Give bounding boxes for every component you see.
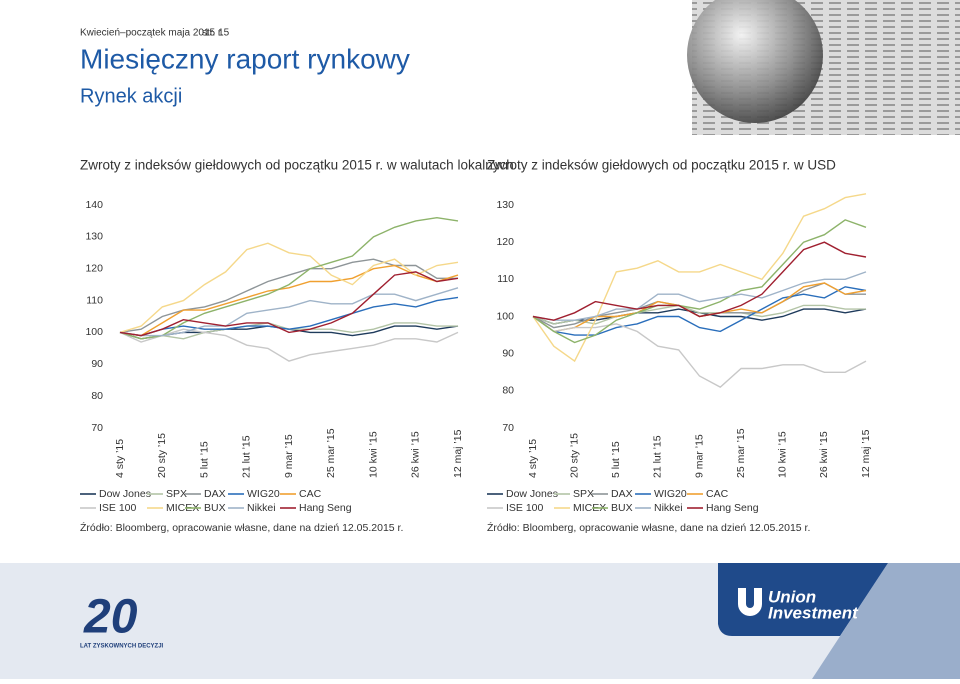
legend-label: WIG20	[654, 488, 687, 500]
x-tick-label: 10 kwi ’15	[777, 431, 789, 478]
legend-label: Dow Jones	[99, 488, 151, 500]
y-tick-label: 90	[91, 358, 103, 370]
series-line	[532, 304, 866, 325]
brand-line1: Union	[768, 587, 816, 606]
chart-title: Zwroty z indeksów giełdowych od początku…	[487, 158, 836, 173]
x-tick-label: 4 sty ’15	[114, 439, 126, 478]
y-tick-label: 100	[496, 310, 514, 322]
legend-label: Nikkei	[654, 502, 683, 514]
anniversary-number: 20	[83, 591, 138, 644]
y-tick-label: 100	[85, 326, 103, 338]
header-page: str. 15	[202, 28, 230, 39]
series-line	[119, 271, 459, 337]
y-tick-label: 90	[502, 347, 514, 359]
series-line	[532, 271, 867, 321]
y-tick-label: 80	[502, 385, 514, 397]
x-tick-label: 12 maj ’15	[860, 429, 872, 478]
series-line	[532, 241, 867, 321]
y-tick-label: 130	[496, 199, 514, 211]
legend-label: Nikkei	[247, 502, 276, 514]
series-line	[119, 216, 459, 340]
legend-label: BUX	[204, 502, 226, 514]
x-tick-label: 5 lut ’15	[198, 441, 210, 478]
footer-shape	[812, 563, 960, 679]
x-tick-label: 9 mar ’15	[283, 434, 295, 478]
x-tick-label: 20 sty ’15	[568, 433, 580, 478]
x-tick-label: 25 mar ’15	[325, 428, 337, 478]
series-line	[119, 258, 458, 334]
legend-label: Hang Seng	[299, 502, 352, 514]
y-tick-label: 140	[85, 199, 103, 211]
anniversary-tagline: LAT ZYSKOWNYCH DECYZJI	[80, 644, 164, 650]
crystal-ball	[687, 0, 823, 123]
y-tick-label: 120	[85, 262, 103, 274]
legend-label: CAC	[706, 488, 729, 500]
x-tick-label: 21 lut ’15	[652, 435, 664, 478]
legend-label: MICEX	[573, 502, 606, 514]
x-tick-label: 20 sty ’15	[156, 433, 168, 478]
series-line	[119, 264, 459, 337]
x-tick-label: 12 maj ’15	[452, 429, 464, 478]
legend-label: BUX	[611, 502, 633, 514]
x-tick-label: 21 lut ’15	[241, 435, 253, 478]
series-line	[532, 219, 867, 344]
logo-box	[718, 563, 888, 636]
x-tick-label: 26 kwi ’15	[818, 431, 830, 478]
page-title: Miesięczny raport rynkowy	[80, 43, 410, 74]
y-tick-label: 110	[497, 273, 514, 285]
y-tick-label: 120	[496, 236, 514, 248]
header-date: Kwiecień–początek maja 2015 r.	[80, 28, 223, 39]
x-tick-label: 9 mar ’15	[693, 434, 705, 478]
series-line	[119, 287, 459, 337]
legend-label: Hang Seng	[706, 502, 759, 514]
x-tick-label: 4 sty ’15	[527, 439, 539, 478]
page-subtitle: Rynek akcji	[80, 85, 182, 107]
y-tick-label: 80	[91, 390, 103, 402]
y-tick-label: 70	[91, 422, 103, 434]
legend-label: WIG20	[247, 488, 280, 500]
legend-label: MICEX	[166, 502, 199, 514]
legend-label: SPX	[573, 488, 594, 500]
series-line	[532, 282, 867, 333]
x-tick-label: 26 kwi ’15	[410, 431, 422, 478]
y-tick-label: 110	[86, 294, 103, 306]
legend-label: Dow Jones	[506, 488, 558, 500]
chart-source: Źródło: Bloomberg, opracowanie własne, d…	[80, 521, 403, 534]
brand-line2: Investment	[768, 603, 859, 622]
chart-title: Zwroty z indeksów giełdowych od początku…	[80, 158, 514, 173]
y-tick-label: 130	[85, 231, 103, 243]
legend-label: ISE 100	[99, 502, 137, 514]
chart-source: Źródło: Bloomberg, opracowanie własne, d…	[487, 521, 810, 534]
logo-icon	[738, 588, 762, 616]
x-tick-label: 5 lut ’15	[610, 441, 622, 478]
y-tick-label: 70	[502, 422, 514, 434]
legend-label: DAX	[204, 488, 226, 500]
legend-label: DAX	[611, 488, 633, 500]
x-tick-label: 10 kwi ’15	[367, 431, 379, 478]
series-line	[532, 193, 867, 363]
legend-label: SPX	[166, 488, 187, 500]
series-line	[119, 328, 459, 362]
legend-label: CAC	[299, 488, 322, 500]
series-line	[119, 242, 459, 334]
series-line	[532, 315, 867, 388]
legend-label: ISE 100	[506, 502, 544, 514]
x-tick-label: 25 mar ’15	[735, 428, 747, 478]
